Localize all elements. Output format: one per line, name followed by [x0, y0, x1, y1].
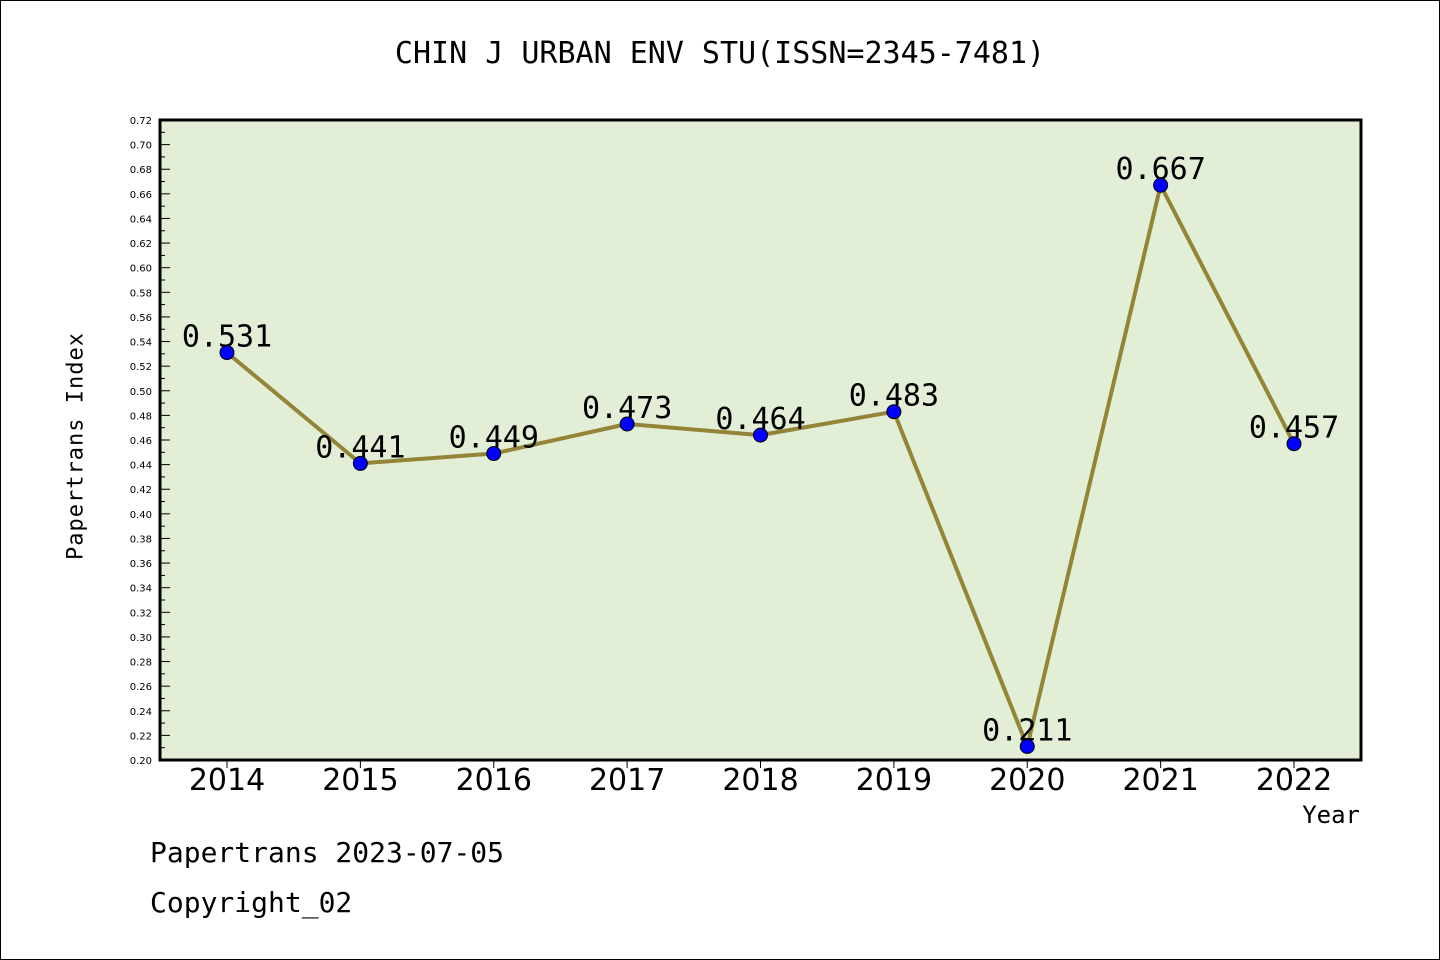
data-point — [1153, 177, 1169, 193]
y-tick-label: 0.32 — [130, 608, 152, 619]
y-tick-label: 0.28 — [130, 658, 152, 669]
y-tick-label: 0.58 — [130, 288, 152, 299]
x-tick-label: 2018 — [722, 763, 798, 798]
y-tick-label: 0.54 — [130, 338, 152, 349]
x-tick-label: 2016 — [456, 763, 532, 798]
y-tick-label: 0.24 — [130, 707, 152, 718]
footer-copyright: Copyright_02 — [150, 886, 353, 919]
y-tick-label: 0.26 — [130, 682, 152, 693]
y-tick-label: 0.40 — [130, 510, 152, 521]
y-tick-label: 0.62 — [130, 239, 152, 250]
x-tick-label: 2022 — [1256, 763, 1332, 798]
x-tick-label: 2014 — [189, 763, 265, 798]
footer-date: Papertrans 2023-07-05 — [150, 836, 505, 869]
y-tick-label: 0.48 — [130, 411, 152, 422]
y-tick-label: 0.66 — [130, 190, 152, 201]
y-tick-label: 0.50 — [130, 387, 152, 398]
y-tick-label: 0.68 — [130, 165, 152, 176]
data-point — [1019, 738, 1035, 754]
y-tick-label: 0.64 — [130, 214, 152, 225]
y-tick-label: 0.38 — [130, 534, 152, 545]
y-tick-label: 0.72 — [130, 116, 152, 127]
y-tick-label: 0.34 — [130, 584, 152, 595]
y-tick-label: 0.22 — [130, 731, 152, 742]
y-tick-label: 0.36 — [130, 559, 152, 570]
y-tick-label: 0.46 — [130, 436, 152, 447]
y-tick-label: 0.52 — [130, 362, 152, 373]
plot-border — [158, 118, 1363, 762]
data-point — [886, 404, 902, 420]
x-tick-label: 2020 — [989, 763, 1065, 798]
y-tick-label: 0.56 — [130, 313, 152, 324]
data-point — [1286, 436, 1302, 452]
data-point — [219, 345, 235, 361]
y-tick-label: 0.60 — [130, 264, 152, 275]
y-tick-label: 0.44 — [130, 461, 152, 472]
x-tick-label: 2017 — [589, 763, 665, 798]
data-point — [352, 455, 368, 471]
y-tick-label: 0.20 — [130, 756, 152, 767]
x-tick-label: 2019 — [856, 763, 932, 798]
x-tick-label: 2021 — [1122, 763, 1198, 798]
data-point — [486, 446, 502, 462]
y-tick-label: 0.42 — [130, 485, 152, 496]
x-axis-label: Year — [1302, 801, 1360, 829]
y-tick-label: 0.70 — [130, 141, 152, 152]
chart-title: CHIN J URBAN ENV STU(ISSN=2345-7481) — [394, 36, 1046, 71]
y-tick-label: 0.30 — [130, 633, 152, 644]
data-point — [619, 416, 635, 432]
data-point — [753, 427, 768, 443]
x-tick-label: 2015 — [322, 763, 398, 798]
